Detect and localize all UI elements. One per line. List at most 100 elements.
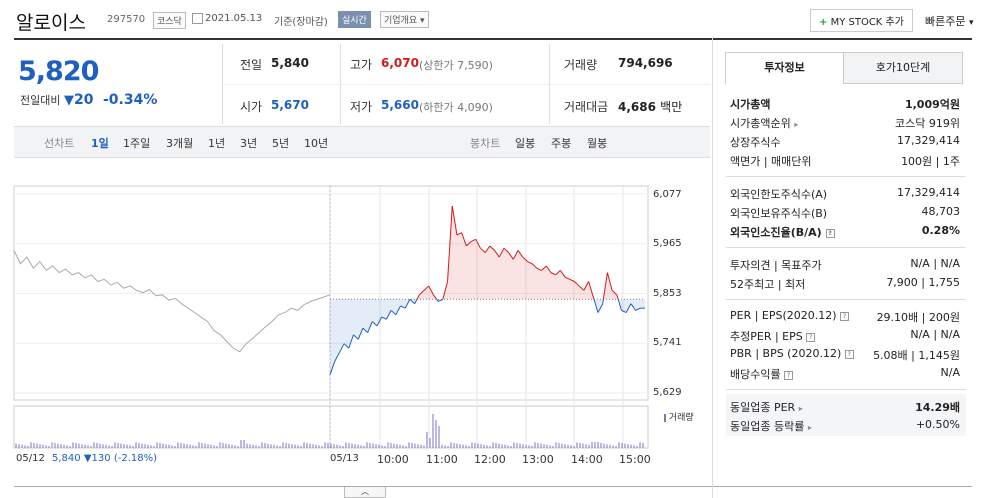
down-line-segment [348, 334, 354, 349]
up-line-segment [606, 272, 613, 291]
period-tab-1y[interactable]: 1년 [208, 137, 226, 150]
par-value: 100원 | 1주 [901, 155, 960, 168]
down-line-segment [617, 299, 622, 311]
sector-per-row: 동일업종 PER ▸ 14.29배 [730, 399, 960, 417]
down-line-segment [343, 343, 350, 349]
per-label: PER | EPS(2020.12) ? [730, 309, 850, 322]
up-area [489, 245, 495, 300]
up-line-segment [541, 265, 547, 271]
volume-plot-frame [13, 405, 649, 449]
rank-label-text: 시가총액순위 [730, 117, 791, 130]
company-info-dropdown[interactable]: 기업개요 ▾ [380, 11, 429, 28]
opinion-row: 투자의견 | 목표주가 N/A | N/A [730, 257, 960, 275]
period-tab-5y[interactable]: 5년 [272, 137, 290, 150]
up-line-segment [522, 256, 528, 262]
volume-legend-swatch [664, 413, 666, 422]
sector-rate-label-text: 동일업종 등락률 [730, 420, 805, 433]
stock-name: 알로이스 [16, 12, 86, 34]
up-area [541, 265, 547, 300]
down-line-segment [593, 299, 599, 313]
up-area [503, 248, 509, 300]
down-line-segment [338, 343, 345, 353]
candle-tab-day[interactable]: 일봉 [515, 137, 536, 150]
rank-label: 시가총액순위 ▸ [730, 115, 798, 131]
up-area [536, 268, 542, 300]
up-area [494, 250, 500, 300]
help-icon[interactable]: ? [844, 349, 854, 359]
y-tick: 6,077 [653, 189, 682, 200]
up-line-segment [451, 205, 458, 235]
candle-tab-week[interactable]: 주봉 [551, 137, 572, 150]
down-line-segment [367, 321, 373, 333]
up-line-segment [559, 270, 566, 278]
up-line-segment [494, 250, 500, 258]
up-line-segment [433, 294, 437, 300]
prev-day-info: 05/12 5,840 ▼130 (-2.18%) [16, 453, 157, 464]
help-icon[interactable]: ? [840, 311, 850, 321]
up-line-segment [550, 272, 556, 276]
change-line: 전일대비 ▼20 -0.34% [20, 92, 157, 108]
up-line-segment [592, 296, 595, 300]
calendar-icon [192, 13, 203, 24]
up-line-segment [616, 294, 619, 300]
sector-per-value: 14.29배 [915, 401, 960, 414]
down-area [597, 299, 603, 313]
period-tab-10y[interactable]: 10년 [304, 137, 329, 150]
candle-tab-month[interactable]: 월봉 [587, 137, 608, 150]
down-area [334, 299, 340, 362]
tab-quote-10[interactable]: 호가10단계 [843, 52, 963, 84]
market-badge: 코스닥 [153, 12, 186, 29]
collapse-button[interactable]: ︿ [344, 487, 386, 498]
prev-value: 5,840 [271, 56, 309, 70]
sector-per-label: 동일업종 PER ▸ [730, 399, 803, 415]
period-tab-3y[interactable]: 3년 [240, 137, 258, 150]
up-area [471, 239, 476, 300]
down-area [358, 299, 363, 340]
period-tab-3m[interactable]: 3개월 [166, 137, 194, 150]
foreign-hold-value: 48,703 [921, 205, 961, 218]
up-line-segment [569, 278, 575, 282]
quick-order-link[interactable]: 빠른주문 ▾ [925, 13, 974, 29]
up-area [513, 250, 519, 300]
foreign-limit-value: 17,329,414 [897, 186, 960, 199]
up-area [546, 265, 551, 300]
realtime-badge[interactable]: 실시간 [338, 11, 371, 28]
up-line-segment [517, 250, 524, 258]
foreign-limit-label: 외국인한도주식수(A) [730, 188, 828, 201]
down-line-segment [385, 310, 392, 320]
down-line-segment [625, 303, 632, 313]
sector-rate-row: 동일업종 등락률 ▸ +0.50% [730, 418, 960, 436]
down-line-segment [371, 321, 378, 327]
stock-code: 297570 [107, 14, 146, 25]
dividend-row: 배당수익률 ? N/A [730, 366, 960, 384]
period-tab-1d[interactable]: 1일 [91, 137, 109, 150]
down-line-segment [395, 305, 401, 316]
est-per-value: N/A | N/A [910, 328, 960, 341]
down-line-segment [404, 299, 411, 309]
up-area [461, 232, 467, 300]
y-tick: 5,965 [653, 238, 682, 249]
down-line-segment [621, 309, 627, 314]
help-icon[interactable]: ? [806, 332, 816, 342]
down-line-segment [353, 334, 359, 340]
up-line-segment [489, 245, 495, 251]
tab-invest-info[interactable]: 투자정보 [725, 52, 844, 84]
par-row: 액면가 | 매매단위 100원 | 1주 [730, 153, 960, 171]
dividend-label: 배당수익률 ? [730, 366, 794, 382]
help-icon[interactable]: ? [784, 370, 794, 380]
bottom-divider [14, 486, 972, 487]
change-pct: -0.34% [102, 92, 158, 108]
help-icon[interactable]: ? [825, 228, 835, 238]
up-line-segment [545, 265, 552, 273]
prev-day-change: 130 [91, 453, 111, 464]
mystock-add-button[interactable]: + MY STOCK 추가 [810, 9, 913, 32]
pbr-value: 5.08배 | 1,145원 [873, 349, 960, 362]
y-tick: 5,853 [653, 288, 682, 299]
period-tab-1w[interactable]: 1주일 [123, 137, 151, 150]
up-line-segment [447, 205, 453, 282]
prev-label: 전일 [240, 58, 263, 72]
down-line-segment [436, 298, 439, 302]
rank-row: 시가총액순위 ▸ 코스닥 919위 [730, 115, 960, 133]
down-line-segment [630, 303, 637, 311]
per-row: PER | EPS(2020.12) ? 29.10배 | 200원 [730, 309, 960, 327]
